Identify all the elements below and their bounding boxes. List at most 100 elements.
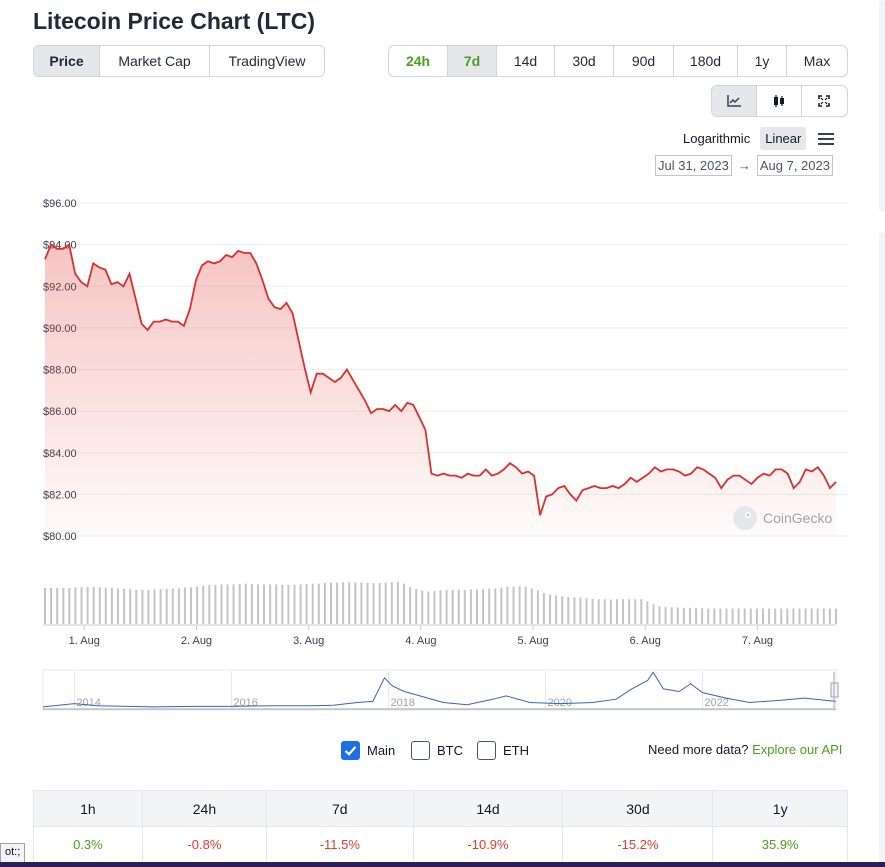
- volume-bar: [403, 583, 405, 624]
- volume-bar: [652, 604, 655, 624]
- volume-bar: [123, 588, 126, 624]
- volume-bar: [555, 595, 558, 624]
- volume-bar: [68, 588, 71, 624]
- volume-bar: [530, 588, 533, 624]
- volume-bar: [415, 589, 418, 624]
- volume-bar: [701, 608, 704, 624]
- volume-bar: [378, 583, 381, 624]
- volume-bar: [427, 591, 430, 624]
- chart-menu-icon[interactable]: [818, 132, 835, 145]
- volume-bar: [384, 582, 387, 624]
- checkbox-btc-box[interactable]: [411, 741, 430, 760]
- tab-price[interactable]: Price: [34, 46, 100, 76]
- change-1h: 0.3%: [33, 826, 143, 863]
- volume-bar: [816, 608, 819, 624]
- price-area: [45, 244, 836, 536]
- volume-bar: [323, 583, 326, 624]
- volume-bar: [737, 608, 740, 624]
- volume-bar: [542, 593, 545, 624]
- range-24h[interactable]: 24h: [389, 46, 448, 76]
- volume-bar: [549, 594, 551, 624]
- volume-bar: [670, 607, 673, 624]
- tab-market-cap[interactable]: Market Cap: [100, 46, 210, 76]
- scrollbar-track[interactable]: [879, 0, 885, 212]
- date-to-input[interactable]: Aug 7, 2023: [756, 155, 833, 176]
- table-header: 1y: [712, 790, 848, 827]
- change-7d: -11.5%: [266, 826, 414, 863]
- volume-bar: [153, 589, 156, 624]
- volume-bar: [828, 608, 831, 624]
- volume-bar: [482, 589, 485, 624]
- date-from-input[interactable]: Jul 31, 2023: [655, 155, 732, 176]
- range-30d[interactable]: 30d: [555, 46, 614, 76]
- linear-option[interactable]: Linear: [760, 127, 807, 150]
- volume-bar: [664, 607, 667, 624]
- volume-bar: [731, 608, 734, 624]
- fullscreen-button[interactable]: [802, 86, 847, 116]
- explore-api-link[interactable]: Explore our API: [752, 742, 843, 757]
- checkbox-main-box[interactable]: [341, 741, 360, 760]
- date-range: Jul 31, 2023 → Aug 7, 2023: [655, 155, 833, 176]
- range-7d[interactable]: 7d: [448, 46, 497, 76]
- change-14d: -10.9%: [412, 826, 564, 863]
- navigator[interactable]: 2014 2016 2018 2020 2022: [42, 669, 839, 711]
- volume-bar: [238, 584, 241, 624]
- checkbox-btc[interactable]: BTC: [411, 741, 463, 760]
- price-chart[interactable]: $96.00$94.00$92.00$90.00$88.00$86.00$84.…: [0, 0, 885, 730]
- volume-bar: [640, 599, 643, 624]
- volume-bar: [719, 608, 722, 624]
- range-max[interactable]: Max: [803, 53, 831, 69]
- range-90d[interactable]: 90d: [614, 46, 674, 76]
- line-chart-icon: [727, 95, 741, 107]
- checkbox-eth-box[interactable]: [477, 741, 496, 760]
- chart-type-tabs: Price Market Cap TradingView: [33, 45, 325, 77]
- range-14d[interactable]: 14d: [497, 46, 555, 76]
- scrollbar-track[interactable]: [879, 232, 885, 867]
- volume-bar: [713, 608, 716, 624]
- volume-bar: [220, 584, 223, 624]
- volume-bar: [311, 583, 314, 624]
- volume-bar: [171, 588, 174, 624]
- checkbox-main[interactable]: Main: [341, 741, 395, 760]
- volume-bar: [147, 589, 150, 624]
- volume-bar: [676, 607, 679, 624]
- table-header: 24h: [141, 790, 268, 827]
- volume-bar: [476, 589, 478, 624]
- navigator-tick-label: 2016: [233, 697, 257, 709]
- range-180d[interactable]: 180d: [674, 46, 738, 76]
- checkbox-eth[interactable]: ETH: [477, 741, 529, 760]
- logarithmic-option[interactable]: Logarithmic: [683, 131, 751, 146]
- volume-bar: [330, 582, 332, 624]
- volume-bar: [396, 581, 399, 624]
- volume-bar: [457, 589, 460, 624]
- volume-bar: [348, 582, 351, 624]
- scale-selector: Logarithmic Linear: [683, 127, 835, 150]
- volume-bar: [183, 587, 186, 624]
- volume-bar: [98, 587, 101, 624]
- volume-bar: [141, 589, 144, 624]
- volume-bar: [244, 583, 247, 624]
- x-tick-label: 4. Aug: [405, 635, 436, 647]
- volume-bar: [780, 608, 783, 624]
- navigator-tick-label: 2018: [390, 697, 414, 709]
- volume-bar: [695, 608, 698, 624]
- candlestick-button[interactable]: [757, 86, 802, 116]
- tab-tradingview[interactable]: TradingView: [228, 53, 306, 69]
- checkbox-btc-label: BTC: [437, 743, 463, 758]
- volume-bar: [129, 589, 132, 624]
- volume-bar: [512, 586, 515, 624]
- line-chart-button[interactable]: [712, 86, 757, 116]
- volume-bar: [433, 590, 436, 624]
- volume-bar: [299, 584, 302, 624]
- volume-bar: [342, 582, 345, 624]
- range-1y[interactable]: 1y: [738, 46, 787, 76]
- page-title: Litecoin Price Chart (LTC): [33, 8, 315, 34]
- volume-bar: [445, 589, 448, 624]
- volume-bar: [92, 586, 95, 624]
- volume-bar: [792, 608, 795, 624]
- volume-bar: [232, 584, 235, 624]
- volume-bar: [755, 608, 758, 624]
- time-range-selector: 24h 7d 14d 30d 90d 180d 1y Max: [388, 45, 848, 77]
- volume-bar: [190, 587, 192, 624]
- volume-bar: [591, 598, 594, 624]
